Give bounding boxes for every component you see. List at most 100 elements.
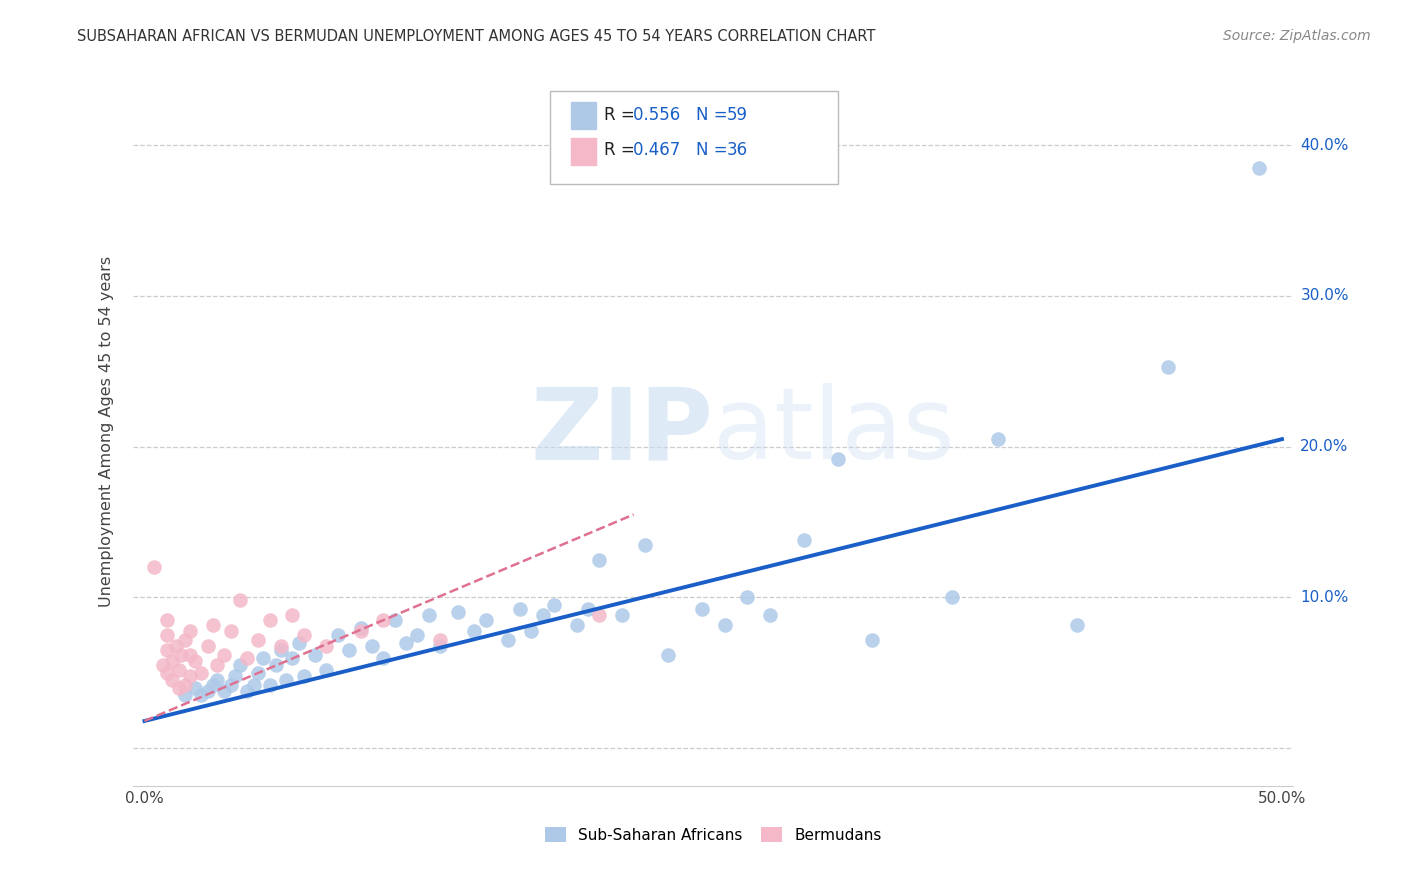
Point (281, 608, 304, 623)
Point (361, 639, 384, 653)
Point (219, 678, 242, 692)
Text: 30.0%: 30.0% (1301, 288, 1348, 303)
Text: Source: ZipAtlas.com: Source: ZipAtlas.com (1223, 29, 1371, 43)
Point (349, 624, 371, 638)
Point (862, 632, 884, 647)
Point (1157, 359, 1180, 374)
Point (827, 451, 849, 466)
Point (373, 650, 395, 665)
Point (612, 608, 634, 623)
Point (270, 643, 292, 657)
Point (142, 560, 165, 574)
Text: R =: R = (605, 106, 640, 124)
Point (588, 608, 610, 623)
Point (207, 673, 229, 688)
Point (242, 678, 264, 692)
Text: 40.0%: 40.0% (1301, 137, 1348, 153)
Point (463, 624, 485, 638)
Point (395, 635, 418, 649)
Point (509, 602, 531, 616)
Point (737, 591, 759, 605)
Point (252, 650, 274, 665)
Point (197, 683, 219, 698)
Point (474, 613, 496, 627)
Point (259, 678, 281, 692)
Point (197, 639, 219, 653)
Point (759, 608, 782, 623)
Point (498, 632, 520, 647)
Text: 20.0%: 20.0% (1301, 439, 1348, 454)
Point (793, 533, 815, 548)
Point (156, 628, 179, 642)
Point (190, 689, 212, 703)
Point (373, 613, 395, 627)
Point (212, 683, 235, 698)
Point (447, 606, 470, 620)
Point (190, 665, 212, 680)
Y-axis label: Unemployment Among Ages 45 to 54 years: Unemployment Among Ages 45 to 54 years (100, 256, 114, 607)
Point (288, 635, 311, 649)
Point (987, 432, 1010, 446)
Point (543, 598, 565, 612)
Point (247, 665, 270, 680)
Point (690, 602, 713, 616)
Point (183, 681, 205, 695)
Point (565, 617, 588, 632)
Point (207, 658, 229, 673)
Point (274, 673, 297, 688)
Point (588, 552, 610, 566)
Point (167, 681, 190, 695)
Point (384, 613, 406, 627)
Point (429, 632, 451, 647)
Text: 0.556   N =: 0.556 N = (633, 106, 733, 124)
Point (270, 639, 292, 653)
Point (634, 538, 657, 552)
Point (229, 658, 252, 673)
Point (531, 608, 554, 623)
Point (212, 648, 235, 662)
Point (657, 648, 679, 662)
Point (941, 591, 963, 605)
Text: atlas: atlas (713, 383, 955, 480)
Point (429, 639, 451, 653)
Point (236, 650, 259, 665)
Point (406, 628, 429, 642)
Point (281, 650, 304, 665)
Point (236, 683, 259, 698)
Point (183, 654, 205, 668)
Point (201, 678, 224, 692)
Point (349, 621, 371, 635)
Point (201, 617, 224, 632)
Point (174, 678, 197, 692)
Point (179, 669, 201, 683)
Point (174, 632, 197, 647)
Point (266, 658, 288, 673)
Point (229, 593, 252, 607)
Point (165, 639, 187, 653)
Text: R =: R = (605, 142, 640, 160)
Point (292, 628, 315, 642)
Point (174, 689, 197, 703)
Point (337, 643, 360, 657)
Point (179, 648, 201, 662)
Text: 10.0%: 10.0% (1301, 590, 1348, 605)
Point (315, 639, 337, 653)
Text: ZIP: ZIP (530, 383, 713, 480)
Point (170, 648, 193, 662)
Point (156, 643, 179, 657)
Point (156, 613, 179, 627)
Point (418, 608, 440, 623)
Text: 59: 59 (727, 106, 748, 124)
Point (152, 658, 174, 673)
Text: 36: 36 (727, 142, 748, 160)
Point (713, 617, 735, 632)
Point (1066, 617, 1088, 632)
Text: SUBSAHARAN AFRICAN VS BERMUDAN UNEMPLOYMENT AMONG AGES 45 TO 54 YEARS CORRELATIO: SUBSAHARAN AFRICAN VS BERMUDAN UNEMPLOYM… (77, 29, 876, 44)
Text: 0.467   N =: 0.467 N = (633, 142, 733, 160)
Point (247, 632, 270, 647)
Point (224, 669, 246, 683)
Point (179, 624, 201, 638)
Point (156, 665, 179, 680)
Point (315, 663, 337, 677)
Point (326, 628, 349, 642)
